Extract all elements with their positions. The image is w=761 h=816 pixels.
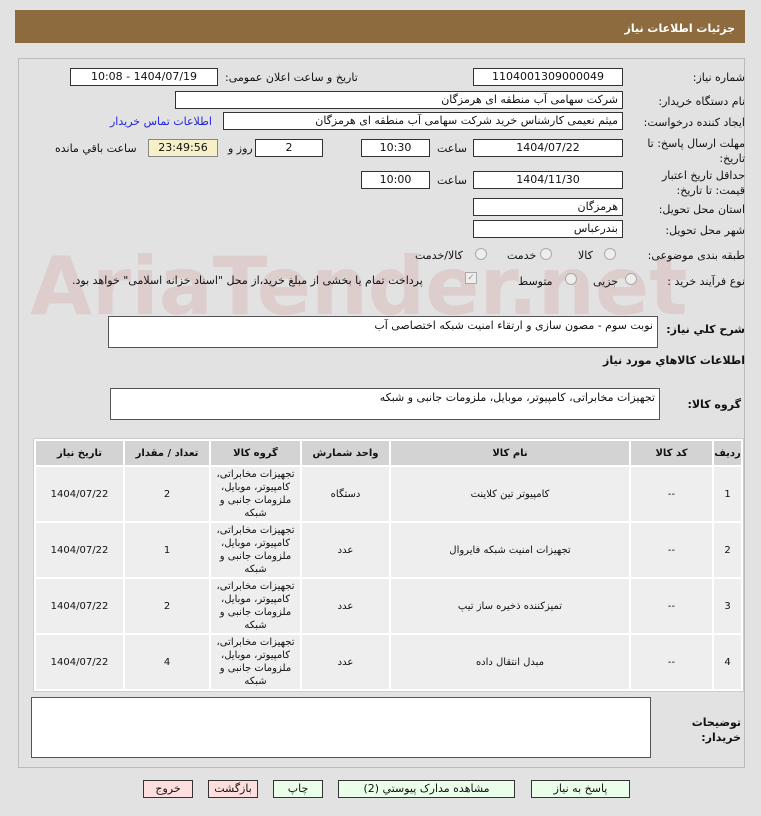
remaining-time-field: 23:49:56 <box>148 139 218 157</box>
item-code: -- <box>631 523 712 577</box>
group-textarea[interactable]: تجهیزات مخابراتی، کامپیوتر، موبایل، ملزو… <box>110 388 660 420</box>
col-unit: واحد شمارش <box>302 441 389 465</box>
col-name: نام کالا <box>391 441 629 465</box>
row-number: 4 <box>714 635 741 689</box>
need-date: 1404/07/22 <box>36 467 123 521</box>
validity-time-field[interactable]: 10:00 <box>361 171 430 189</box>
days-field[interactable]: 2 <box>255 139 323 157</box>
announce-label: تاریخ و ساعت اعلان عمومی: <box>225 71 358 84</box>
row-number: 3 <box>714 579 741 633</box>
unit: عدد <box>302 523 389 577</box>
deadline-time-field[interactable]: 10:30 <box>361 139 430 157</box>
item-code: -- <box>631 579 712 633</box>
payment-note: پرداخت تمام یا بخشی از مبلغ خرید،از محل … <box>72 274 423 287</box>
category-radio-service[interactable] <box>540 248 552 260</box>
table-row: 2 -- تجهیزات امنیت شبکه فایروال عدد تجهیزات … <box>36 523 741 577</box>
deadline-date-field[interactable]: 1404/07/22 <box>473 139 623 157</box>
print-button[interactable]: چاپ <box>273 780 323 798</box>
page-header: جزئیات اطلاعات نیاز <box>15 10 745 43</box>
validity-date-field[interactable]: 1404/11/30 <box>473 171 623 189</box>
process-option-medium: متوسط <box>518 275 553 288</box>
need-number-label: شماره نیاز: <box>692 71 745 84</box>
col-group: گروه کالا <box>211 441 300 465</box>
need-date: 1404/07/22 <box>36 635 123 689</box>
quantity: 2 <box>125 467 209 521</box>
quantity: 1 <box>125 523 209 577</box>
process-label: نوع فرآیند خرید : <box>667 275 745 288</box>
item-group: تجهیزات مخابراتی، کامپیوتر، موبایل، ملزو… <box>211 523 300 577</box>
need-date: 1404/07/22 <box>36 523 123 577</box>
back-button[interactable]: بازگشت <box>208 780 258 798</box>
unit: عدد <box>302 635 389 689</box>
col-date: تاریخ نیاز <box>36 441 123 465</box>
item-group: تجهیزات مخابراتی، کامپیوتر، موبایل، ملزو… <box>211 579 300 633</box>
category-option-both: کالا/خدمت <box>415 249 463 262</box>
description-textarea[interactable]: نوبت سوم - مصون سازی و ارتقاء امنیت شبکه… <box>108 316 658 348</box>
contact-buyer-link[interactable]: اطلاعات تماس خریدار <box>110 115 212 128</box>
quantity: 4 <box>125 635 209 689</box>
item-name: مبدل انتقال داده <box>391 635 629 689</box>
process-radio-minor[interactable] <box>625 273 637 285</box>
goods-table: ردیف کد کالا نام کالا واحد شمارش گروه کا… <box>33 438 744 692</box>
description-label: شرح کلي نياز: <box>666 323 745 336</box>
unit: عدد <box>302 579 389 633</box>
notes-label: توضیحات خریدار: <box>691 716 741 744</box>
payment-checkbox[interactable]: ✓ <box>465 272 477 284</box>
reply-button[interactable]: پاسخ به نیاز <box>531 780 630 798</box>
col-row: ردیف <box>714 441 741 465</box>
goods-info-title: اطلاعات کالاهاي مورد نياز <box>603 354 745 367</box>
buyer-label: نام دستگاه خریدار: <box>658 95 745 108</box>
row-number: 2 <box>714 523 741 577</box>
view-attachments-button[interactable]: مشاهده مدارک پیوستي (2) <box>338 780 515 798</box>
notes-textarea[interactable] <box>31 697 651 758</box>
item-name: کامپیوتر تین کلاینت <box>391 467 629 521</box>
creator-field[interactable]: میثم نعیمی کارشناس خرید شرکت سهامی آب من… <box>223 112 623 130</box>
table-row: 1 -- کامپیوتر تین کلاینت دستگاه تجهیزات مخاب… <box>36 467 741 521</box>
item-name: تمیزکننده ذخیره ساز تیپ <box>391 579 629 633</box>
item-name: تجهیزات امنیت شبکه فایروال <box>391 523 629 577</box>
unit: دستگاه <box>302 467 389 521</box>
col-qty: تعداد / مقدار <box>125 441 209 465</box>
table-row: 4 -- مبدل انتقال داده عدد تجهیزات مخابراتی، … <box>36 635 741 689</box>
need-date: 1404/07/22 <box>36 579 123 633</box>
table-header-row: ردیف کد کالا نام کالا واحد شمارش گروه کا… <box>36 441 741 465</box>
validity-time-label: ساعت <box>437 174 467 187</box>
process-option-minor: جزیی <box>593 275 619 288</box>
buyer-field[interactable]: شرکت سهامی آب منطقه ای هرمزگان <box>175 91 623 109</box>
category-radio-both[interactable] <box>475 248 487 260</box>
category-label: طبقه بندی موضوعی: <box>647 249 745 262</box>
deadline-label: مهلت ارسال پاسخ: تا تاریخ: <box>647 137 745 165</box>
city-label: شهر محل تحویل: <box>665 224 745 237</box>
col-code: کد کالا <box>631 441 712 465</box>
item-group: تجهیزات مخابراتی، کامپیوتر، موبایل، ملزو… <box>211 467 300 521</box>
province-label: استان محل تحویل: <box>658 203 745 216</box>
exit-button[interactable]: خروج <box>143 780 193 798</box>
process-radio-medium[interactable] <box>565 273 577 285</box>
category-radio-goods[interactable] <box>604 248 616 260</box>
city-field[interactable]: بندرعباس <box>473 220 623 238</box>
quantity: 2 <box>125 579 209 633</box>
row-number: 1 <box>714 467 741 521</box>
remaining-label: ساعت باقي مانده <box>55 142 137 155</box>
validity-label: حداقل تاریخ اعتبار قیمت: تا تاریخ: <box>661 169 745 197</box>
group-label: گروه کالا: <box>687 398 741 411</box>
province-field[interactable]: هرمزگان <box>473 198 623 216</box>
days-label: روز و <box>228 142 253 155</box>
time-label: ساعت <box>437 142 467 155</box>
need-number-field[interactable]: 1104001309000049 <box>473 68 623 86</box>
item-code: -- <box>631 467 712 521</box>
table-row: 3 -- تمیزکننده ذخیره ساز تیپ عدد تجهیزات مخا… <box>36 579 741 633</box>
item-code: -- <box>631 635 712 689</box>
item-group: تجهیزات مخابراتی، کامپیوتر، موبایل، ملزو… <box>211 635 300 689</box>
category-option-service: خدمت <box>507 249 537 262</box>
announce-field[interactable]: 1404/07/19 - 10:08 <box>70 68 218 86</box>
category-option-goods: کالا <box>578 249 593 262</box>
creator-label: ایجاد کننده درخواست: <box>643 116 745 129</box>
